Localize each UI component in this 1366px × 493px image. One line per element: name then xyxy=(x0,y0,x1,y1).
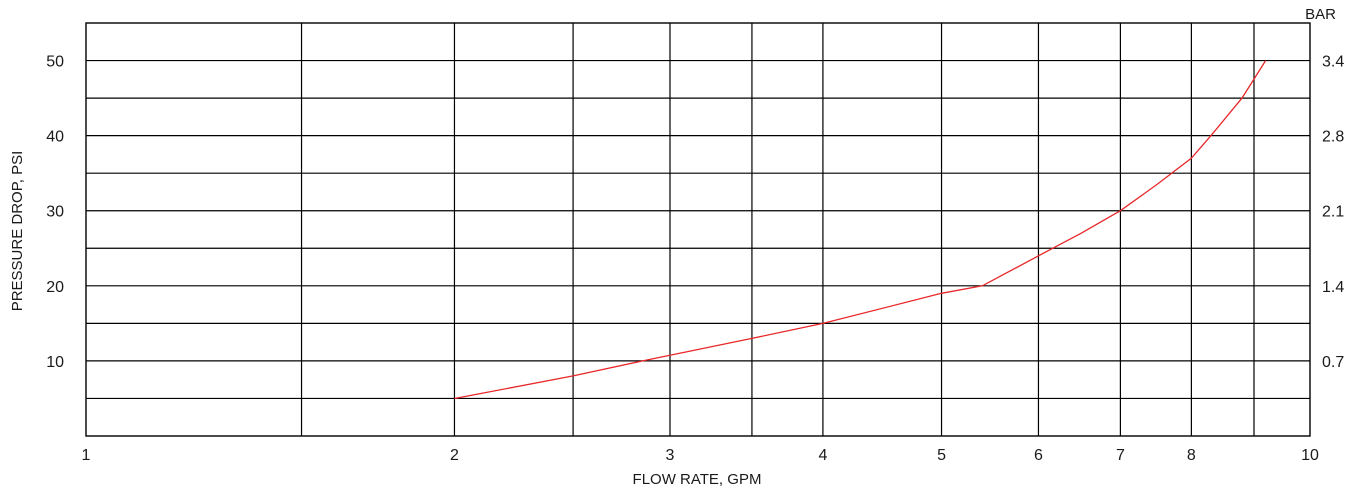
x-tick-label: 3 xyxy=(666,447,675,464)
x-tick-label: 2 xyxy=(450,447,459,464)
x-tick-label: 7 xyxy=(1116,447,1125,464)
label-layer: 1 2 3 4 5 6 7 8 10 10 20 30 40 50 0.7 1.4 2.1 2.8 3.4 xyxy=(46,54,1344,464)
x-tick-label: 10 xyxy=(1301,447,1319,464)
y-right-axis-title: BAR xyxy=(1305,6,1336,23)
y-right-tick-label: 0.7 xyxy=(1322,354,1344,371)
y-right-tick-label: 1.4 xyxy=(1322,279,1344,296)
y-axis-title: PRESSURE DROP, PSI xyxy=(9,151,26,312)
y-right-tick-label: 2.1 xyxy=(1322,204,1344,221)
series-layer xyxy=(454,60,1267,400)
y-tick-label: 10 xyxy=(46,354,64,371)
y-right-tick-label: 3.4 xyxy=(1322,54,1344,71)
plot-frame xyxy=(85,22,1311,437)
y-tick-label: 50 xyxy=(46,54,64,71)
series-line xyxy=(454,60,1267,400)
x-tick-label: 5 xyxy=(937,447,946,464)
y-tick-label: 30 xyxy=(46,204,64,221)
y-tick-label: 20 xyxy=(46,279,64,296)
x-axis-title: FLOW RATE, GPM xyxy=(633,471,762,488)
x-tick-label: 1 xyxy=(82,447,91,464)
y-right-tick-label: 2.8 xyxy=(1322,129,1344,146)
grid-layer xyxy=(86,23,1310,436)
x-tick-label: 4 xyxy=(818,447,827,464)
x-tick-label: 6 xyxy=(1034,447,1043,464)
y-tick-label: 40 xyxy=(46,129,64,146)
x-tick-label: 8 xyxy=(1187,447,1196,464)
